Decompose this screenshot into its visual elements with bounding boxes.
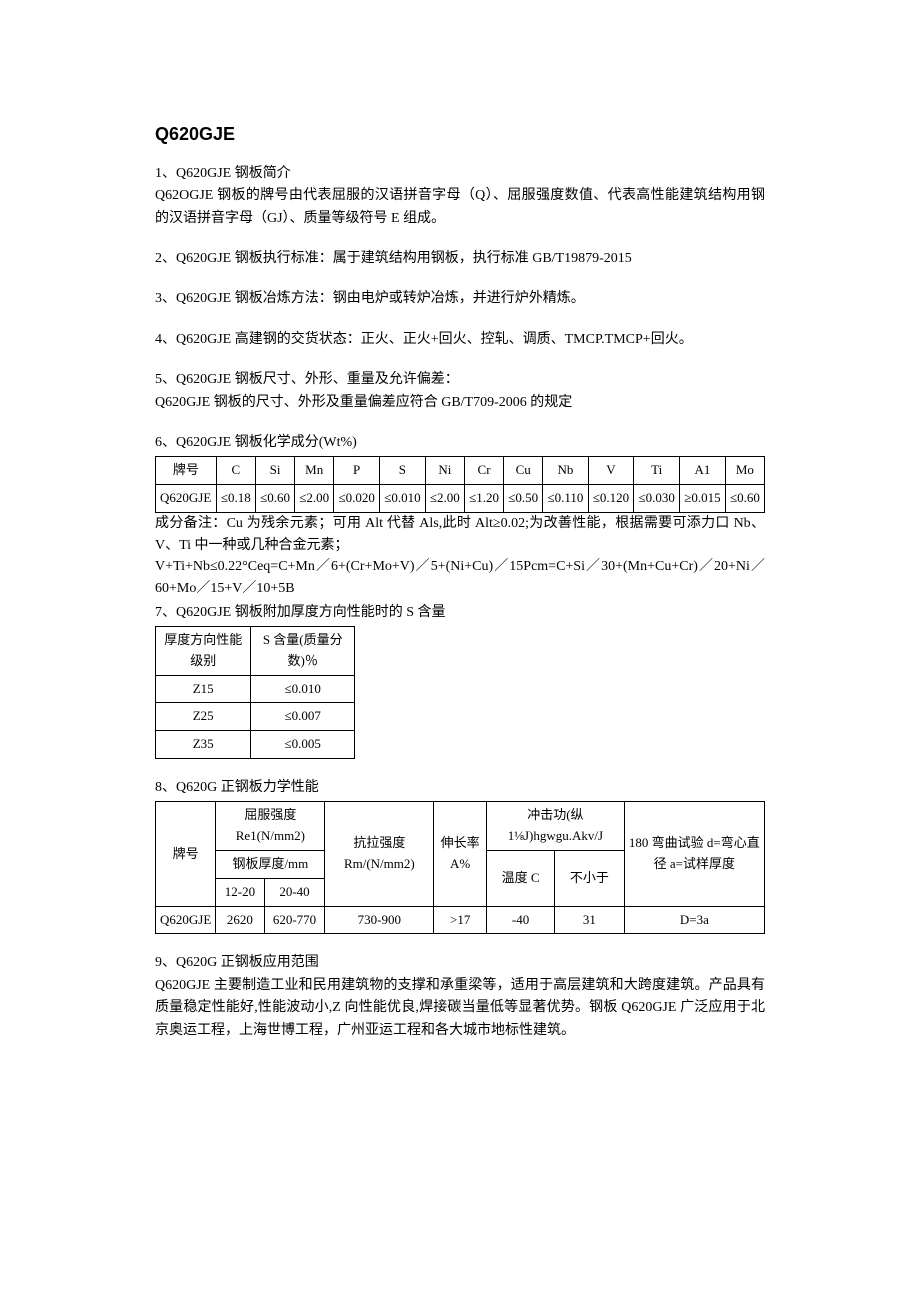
cell-mn: ≤2.00 <box>295 485 334 513</box>
cell-nb: ≤0.110 <box>543 485 588 513</box>
cell: ≤0.005 <box>251 731 355 759</box>
cell: 730-900 <box>325 906 434 934</box>
col-ti: Ti <box>634 457 680 485</box>
section-7-heading: 7、Q620GJE 钢板附加厚度方向性能时的 S 含量 <box>155 602 765 624</box>
col-yield: 屈服强度 Re1(N/mm2) <box>216 802 325 851</box>
col-grade: 牌号 <box>156 802 216 906</box>
chemical-composition-table: 牌号 C Si Mn P S Ni Cr Cu Nb V Ti A1 Mo Q6… <box>155 456 765 513</box>
cell: 31 <box>555 906 625 934</box>
cell-cr: ≤1.20 <box>464 485 503 513</box>
col-c: C <box>216 457 255 485</box>
col-bend: 180 弯曲试验 d=弯心直径 a=试样厚度 <box>624 802 764 906</box>
table-row: Z15 ≤0.010 <box>156 675 355 703</box>
cell-cu: ≤0.50 <box>504 485 543 513</box>
col-s-content: S 含量(质量分数)％ <box>251 627 355 676</box>
section-5: 5、Q620GJE 钢板尺寸、外形、重量及允许偏差： Q620GJE 钢板的尺寸… <box>155 369 765 414</box>
cell-grade: Q620GJE <box>156 485 217 513</box>
col-tensile: 抗拉强度Rm/(N/mm2) <box>325 802 434 906</box>
col-cu: Cu <box>504 457 543 485</box>
section-3: 3、Q620GJE 钢板冶炼方法：钢由电炉或转炉冶炼，并进行炉外精炼。 <box>155 288 765 310</box>
col-p: P <box>334 457 380 485</box>
section-3-line: 3、Q620GJE 钢板冶炼方法：钢由电炉或转炉冶炼，并进行炉外精炼。 <box>155 288 765 310</box>
section-1-body: Q62OGJE 钢板的牌号由代表屈服的汉语拼音字母（Q）、屈服强度数值、代表高性… <box>155 185 765 230</box>
col-min: 不小于 <box>555 851 625 907</box>
composition-note-1: 成分备注：Cu 为残余元素；可用 Alt 代替 Als,此时 Alt≥0.02;… <box>155 513 765 556</box>
cell-c: ≤0.18 <box>216 485 255 513</box>
section-9-heading: 9、Q620G 正钢板应用范围 <box>155 952 765 974</box>
col-impact: 冲击功(纵 1⅛J)hgwgu.Akv/J <box>487 802 625 851</box>
cell: Z15 <box>156 675 251 703</box>
section-1-heading: 1、Q620GJE 钢板简介 <box>155 163 765 185</box>
col-cr: Cr <box>464 457 503 485</box>
section-5-body: Q620GJE 钢板的尺寸、外形及重量偏差应符合 GB/T709-2006 的规… <box>155 392 765 414</box>
col-grade: 牌号 <box>156 457 217 485</box>
col-v: V <box>588 457 634 485</box>
cell-ni: ≤2.00 <box>425 485 464 513</box>
section-8: 8、Q620G 正钢板力学性能 牌号 屈服强度 Re1(N/mm2) 抗拉强度R… <box>155 777 765 934</box>
cell-p: ≤0.020 <box>334 485 380 513</box>
table-row: Q620GJE ≤0.18 ≤0.60 ≤2.00 ≤0.020 ≤0.010 … <box>156 485 765 513</box>
col-s: S <box>380 457 426 485</box>
col-elongation: 伸长率 A% <box>434 802 487 906</box>
s-content-table: 厚度方向性能级别 S 含量(质量分数)％ Z15 ≤0.010 Z25 ≤0.0… <box>155 626 355 759</box>
table-row: Q620GJE 2620 620-770 730-900 >17 -40 31 … <box>156 906 765 934</box>
cell: -40 <box>487 906 555 934</box>
cell-si: ≤0.60 <box>255 485 294 513</box>
cell: 620-770 <box>264 906 325 934</box>
cell: D=3a <box>624 906 764 934</box>
table-row: Z25 ≤0.007 <box>156 703 355 731</box>
section-9: 9、Q620G 正钢板应用范围 Q620GJE 主要制造工业和民用建筑物的支撑和… <box>155 952 765 1042</box>
section-2: 2、Q620GJE 钢板执行标准：属于建筑结构用钢板，执行标准 GB/T1987… <box>155 248 765 270</box>
col-nb: Nb <box>543 457 588 485</box>
col-thickness-grade: 厚度方向性能级别 <box>156 627 251 676</box>
cell-s: ≤0.010 <box>380 485 426 513</box>
section-7: 7、Q620GJE 钢板附加厚度方向性能时的 S 含量 厚度方向性能级别 S 含… <box>155 602 765 759</box>
cell: Z35 <box>156 731 251 759</box>
col-al: A1 <box>680 457 726 485</box>
section-8-heading: 8、Q620G 正钢板力学性能 <box>155 777 765 799</box>
table-row: Z35 ≤0.005 <box>156 731 355 759</box>
section-1: 1、Q620GJE 钢板简介 Q62OGJE 钢板的牌号由代表屈服的汉语拼音字母… <box>155 163 765 230</box>
col-ni: Ni <box>425 457 464 485</box>
col-t2: 20-40 <box>264 878 325 906</box>
section-2-line: 2、Q620GJE 钢板执行标准：属于建筑结构用钢板，执行标准 GB/T1987… <box>155 248 765 270</box>
col-thickness: 钢板厚度/mm <box>216 851 325 879</box>
col-si: Si <box>255 457 294 485</box>
section-6: 6、Q620GJE 钢板化学成分(Wt%) 牌号 C Si Mn P S Ni … <box>155 432 765 600</box>
section-4: 4、Q620GJE 高建钢的交货状态：正火、正火+回火、控轧、调质、TMCP.T… <box>155 329 765 351</box>
cell-ti: ≤0.030 <box>634 485 680 513</box>
cell-grade: Q620GJE <box>156 906 216 934</box>
document-title: Q620GJE <box>155 120 765 149</box>
section-6-heading: 6、Q620GJE 钢板化学成分(Wt%) <box>155 432 765 454</box>
cell: ≤0.007 <box>251 703 355 731</box>
col-temp: 温度 C <box>487 851 555 907</box>
cell: ≤0.010 <box>251 675 355 703</box>
cell-al: ≥0.015 <box>680 485 726 513</box>
cell-mo: ≤0.60 <box>725 485 764 513</box>
section-9-body: Q620GJE 主要制造工业和民用建筑物的支撑和承重梁等，适用于高层建筑和大跨度… <box>155 975 765 1042</box>
col-mn: Mn <box>295 457 334 485</box>
table-header-row: 厚度方向性能级别 S 含量(质量分数)％ <box>156 627 355 676</box>
mechanical-properties-table: 牌号 屈服强度 Re1(N/mm2) 抗拉强度Rm/(N/mm2) 伸长率 A%… <box>155 801 765 934</box>
cell-v: ≤0.120 <box>588 485 634 513</box>
table-header-row: 牌号 C Si Mn P S Ni Cr Cu Nb V Ti A1 Mo <box>156 457 765 485</box>
col-t1: 12-20 <box>216 878 264 906</box>
section-4-line: 4、Q620GJE 高建钢的交货状态：正火、正火+回火、控轧、调质、TMCP.T… <box>155 329 765 351</box>
composition-note-2: V+Ti+Nb≤0.22°Ceq=C+Mn／6+(Cr+Mo+V)／5+(Ni+… <box>155 556 765 599</box>
cell: 2620 <box>216 906 264 934</box>
section-5-heading: 5、Q620GJE 钢板尺寸、外形、重量及允许偏差： <box>155 369 765 391</box>
cell: >17 <box>434 906 487 934</box>
cell: Z25 <box>156 703 251 731</box>
table-header-row: 牌号 屈服强度 Re1(N/mm2) 抗拉强度Rm/(N/mm2) 伸长率 A%… <box>156 802 765 851</box>
col-mo: Mo <box>725 457 764 485</box>
